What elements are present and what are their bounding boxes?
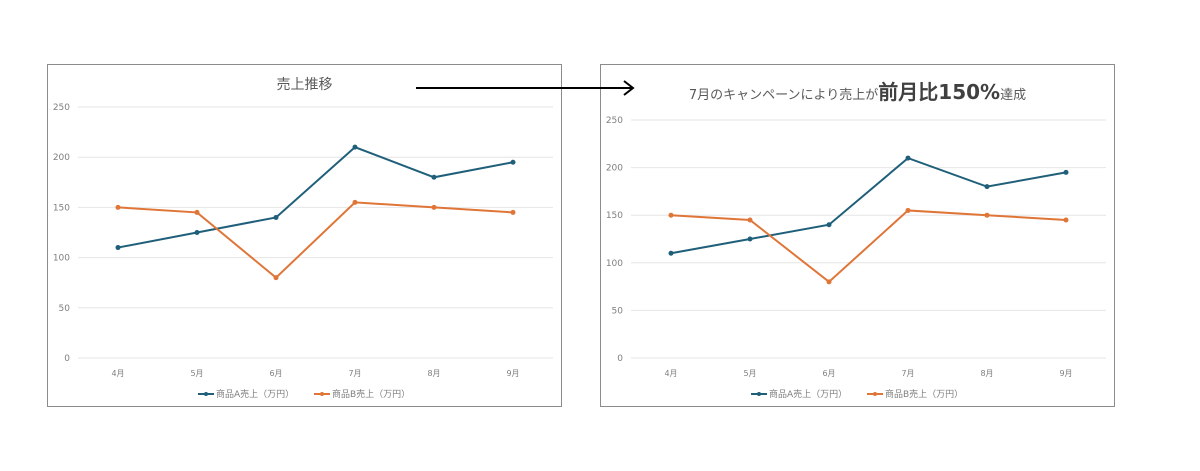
y-tick-label: 250 [606, 116, 623, 126]
data-point [1063, 217, 1069, 223]
data-point [115, 204, 121, 210]
y-tick-label: 100 [53, 254, 70, 264]
legend-label: 商品B売上（万円） [885, 388, 963, 400]
series-line [670, 156, 1067, 255]
y-tick-label: 50 [59, 304, 71, 314]
y-tick-label: 150 [606, 211, 623, 221]
x-tick-label: 9月 [506, 369, 519, 378]
x-tick-label: 8月 [980, 369, 993, 378]
x-tick-label: 8月 [427, 369, 440, 378]
y-tick-label: 100 [606, 259, 623, 269]
legend-label: 商品A売上（万円） [216, 388, 294, 400]
series-line [670, 209, 1067, 284]
series-line [117, 146, 514, 249]
data-point [510, 209, 516, 215]
x-tick-label: 7月 [348, 369, 361, 378]
y-tick-label: 250 [53, 103, 70, 113]
data-point [1063, 169, 1069, 175]
y-tick-label: 200 [606, 164, 623, 174]
data-point [984, 184, 990, 190]
chart-after: 7月のキャンペーンにより売上が前月比150%達成 0 50 100 150 200 250… [600, 64, 1115, 407]
data-point [826, 279, 832, 285]
data-point [352, 144, 358, 150]
data-point [905, 155, 911, 161]
data-point [194, 230, 200, 235]
data-point [984, 212, 990, 218]
x-tick-label: 5月 [743, 369, 756, 378]
y-tick-label: 150 [53, 203, 70, 213]
y-tick-label: 200 [53, 153, 70, 163]
data-point [510, 159, 516, 165]
x-tick-label: 9月 [1059, 369, 1072, 378]
data-point [431, 174, 437, 180]
data-point [194, 209, 200, 215]
title-pre: 7月のキャンペーンにより売上が [688, 88, 879, 103]
data-point [747, 217, 753, 223]
data-point [115, 245, 121, 251]
data-point [905, 207, 911, 213]
legend-label: 商品B売上（万円） [332, 388, 410, 400]
legend-marker [320, 392, 324, 396]
chart-before: 売上推移 0 50 100 150 200 250 4月 5月 6月 7月 8月 9月商品A売上（万円… [47, 64, 562, 407]
x-tick-label: 5月 [190, 369, 203, 378]
data-point [431, 204, 437, 210]
y-tick-label: 50 [612, 306, 624, 316]
data-point [826, 222, 832, 228]
series-line [117, 201, 514, 280]
legend-marker [757, 392, 761, 396]
x-tick-label: 7月 [901, 369, 914, 378]
data-point [352, 199, 358, 205]
x-tick-label: 4月 [111, 369, 124, 378]
legend-marker [204, 392, 208, 396]
y-tick-label: 0 [64, 354, 70, 364]
title-post: 達成 [1000, 88, 1027, 103]
legend-marker [873, 392, 877, 396]
title-emphasis: 前月比150% [878, 80, 1001, 104]
data-point [273, 214, 279, 220]
chart-title: 7月のキャンペーンにより売上が前月比150%達成 [601, 76, 1114, 105]
x-tick-label: 6月 [822, 369, 835, 378]
x-tick-label: 4月 [664, 369, 677, 378]
data-point [747, 236, 753, 242]
y-tick-label: 0 [617, 354, 623, 364]
legend-label: 商品A売上（万円） [769, 388, 847, 400]
data-point [668, 250, 674, 256]
arrow-head-icon [623, 80, 635, 96]
x-tick-label: 6月 [269, 369, 282, 378]
chart-title: 売上推移 [276, 77, 333, 93]
data-point [273, 275, 279, 281]
data-point [668, 212, 674, 218]
